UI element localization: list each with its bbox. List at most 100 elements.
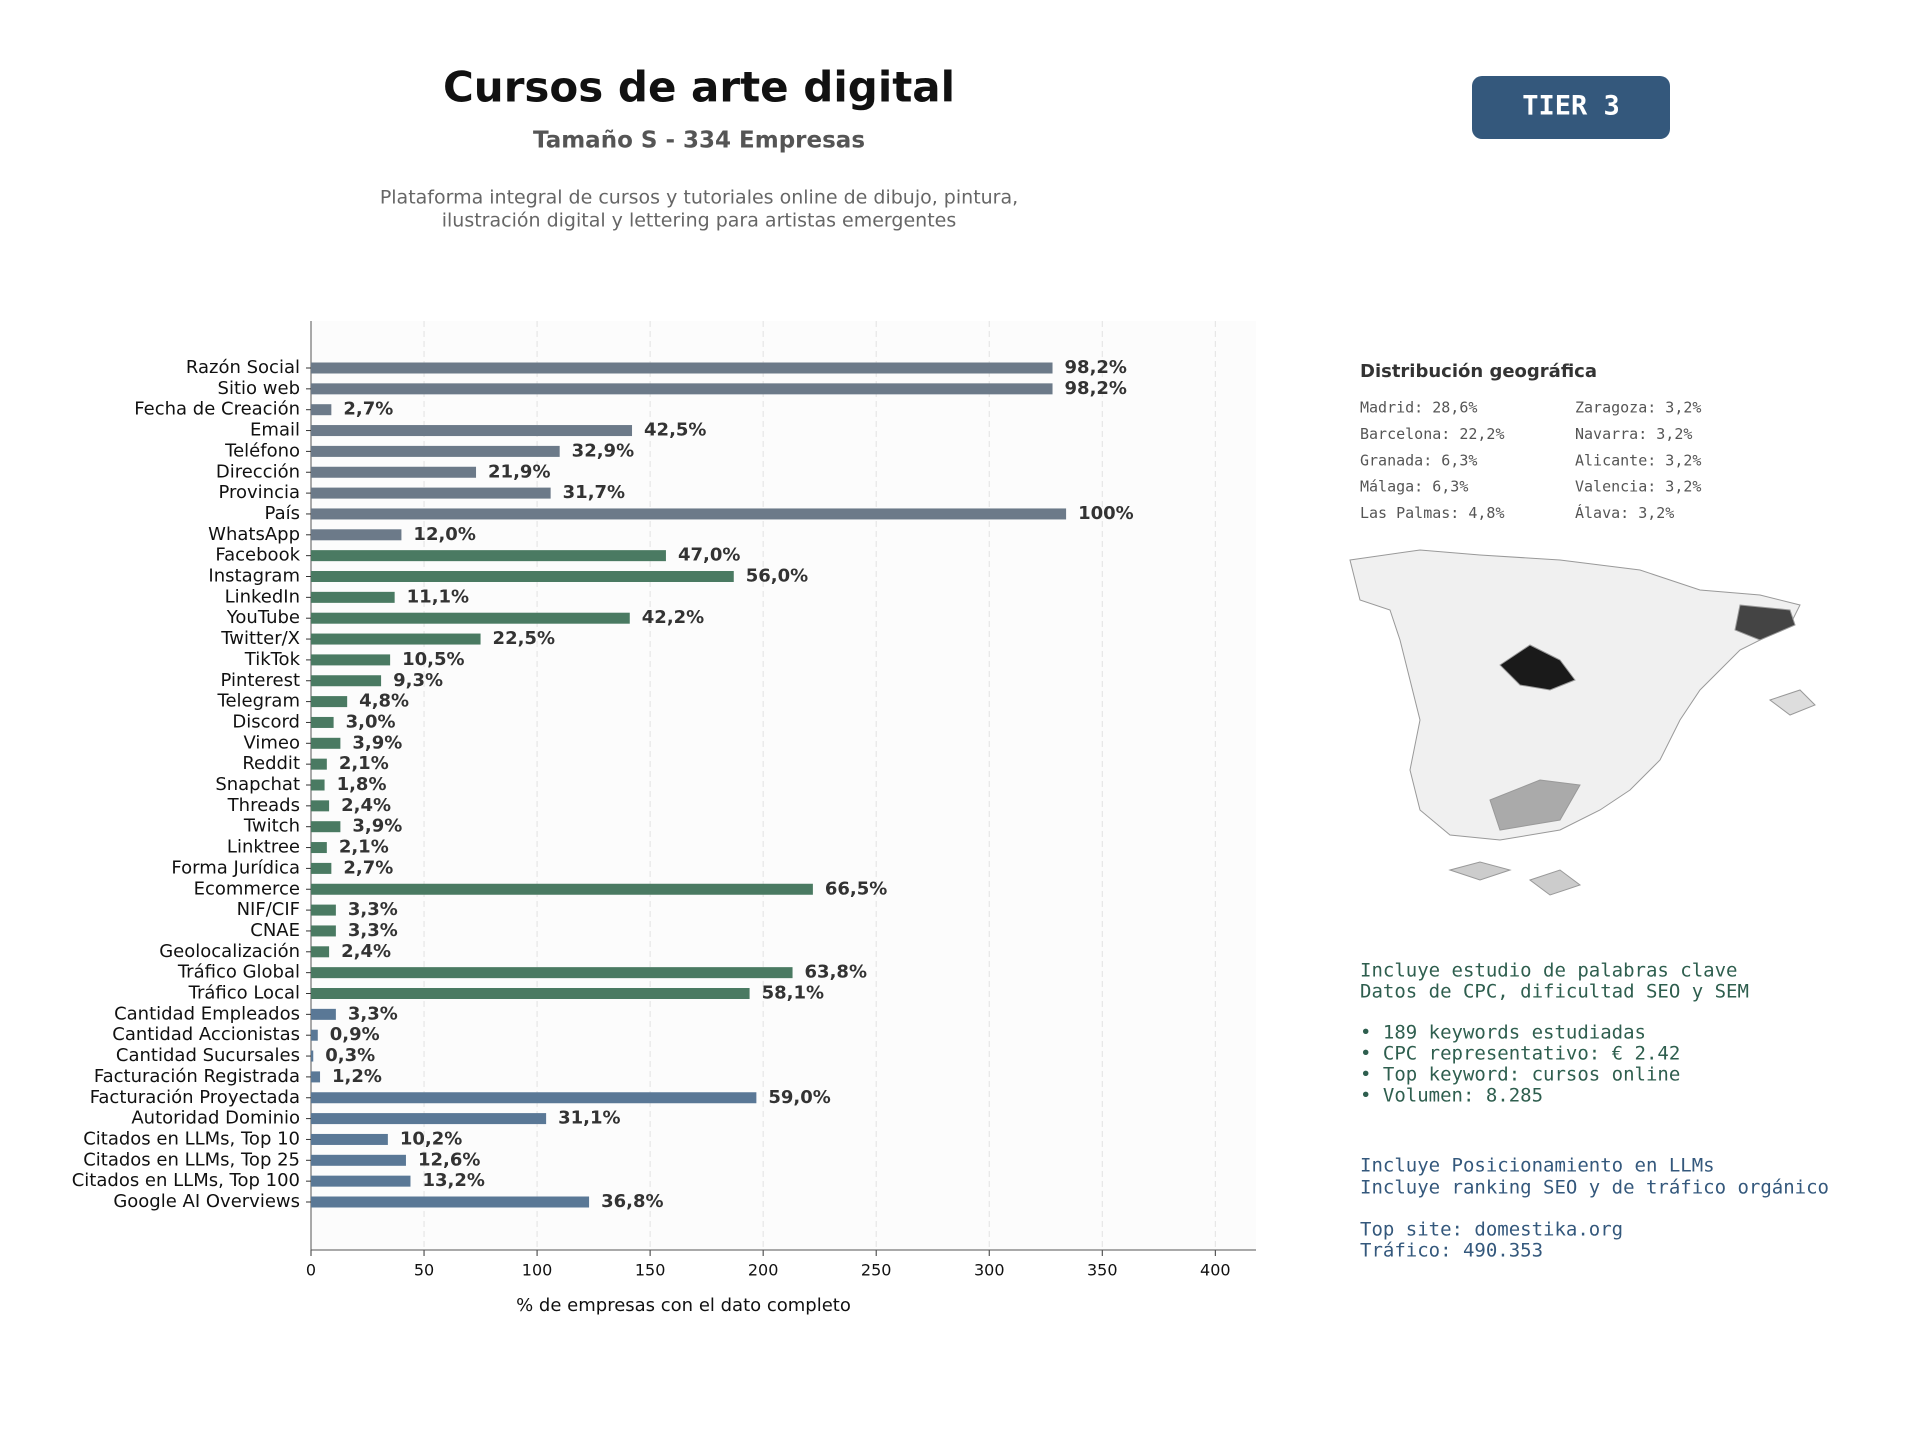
y-tick-label: Google AI Overviews — [113, 1191, 300, 1212]
description: ilustración digital y lettering para art… — [442, 210, 957, 232]
y-tick-label: Forma Jurídica — [171, 857, 300, 878]
geo-item: Barcelona: 22,2% — [1360, 425, 1505, 443]
bar — [311, 529, 402, 541]
value-label: 13,2% — [422, 1170, 484, 1191]
geo-item: Valencia: 3,2% — [1575, 478, 1701, 496]
y-tick-label: Tráfico Global — [177, 962, 300, 983]
value-label: 31,1% — [558, 1108, 620, 1129]
value-label: 9,3% — [393, 670, 443, 691]
bar — [311, 1008, 336, 1020]
y-tick-label: Sitio web — [218, 378, 300, 399]
y-tick-label: Linktree — [227, 837, 300, 858]
bar — [311, 779, 325, 791]
value-label: 98,2% — [1065, 357, 1127, 378]
value-label: 3,3% — [348, 1003, 398, 1024]
note-seo: • Volumen: 8.285 — [1360, 1085, 1543, 1107]
map-barcelona — [1734, 604, 1796, 641]
y-tick-label: CNAE — [250, 920, 300, 941]
bar — [311, 404, 332, 416]
note-llm: Tráfico: 490.353 — [1360, 1240, 1543, 1262]
geo-item: Álava: 3,2% — [1575, 503, 1674, 522]
geo-item: Zaragoza: 3,2% — [1575, 399, 1701, 417]
y-tick-label: Email — [250, 420, 300, 441]
bar — [311, 487, 551, 499]
x-tick-label: 250 — [861, 1261, 892, 1280]
geo-item: Alicante: 3,2% — [1575, 451, 1701, 469]
value-label: 98,2% — [1065, 378, 1127, 399]
value-label: 4,8% — [359, 691, 409, 712]
bar — [311, 883, 813, 895]
bar — [311, 362, 1053, 374]
value-label: 31,7% — [563, 482, 625, 503]
y-tick-label: Cantidad Empleados — [114, 1003, 300, 1024]
geo-item: Las Palmas: 4,8% — [1360, 504, 1505, 522]
value-label: 59,0% — [768, 1087, 830, 1108]
map-baleares — [1768, 689, 1816, 716]
y-tick-label: Teléfono — [224, 440, 300, 461]
note-seo: Incluye estudio de palabras clave — [1360, 960, 1738, 982]
y-tick-label: Fecha de Creación — [134, 399, 300, 420]
y-tick-label: Citados en LLMs, Top 25 — [83, 1149, 300, 1170]
y-tick-label: Snapchat — [215, 774, 300, 795]
y-tick-label: Citados en LLMs, Top 100 — [72, 1170, 300, 1191]
y-tick-label: Vimeo — [243, 732, 300, 753]
note-seo: Datos de CPC, dificultad SEO y SEM — [1360, 981, 1749, 1003]
bar — [311, 383, 1053, 395]
bar — [311, 1175, 411, 1187]
note-llm: Incluye ranking SEO y de tráfico orgánic… — [1360, 1177, 1829, 1199]
value-label: 56,0% — [746, 566, 808, 587]
value-label: 22,5% — [493, 628, 555, 649]
value-label: 47,0% — [678, 545, 740, 566]
value-label: 2,4% — [341, 941, 391, 962]
value-label: 21,9% — [488, 461, 550, 482]
value-label: 2,1% — [339, 837, 389, 858]
y-tick-label: Cantidad Accionistas — [112, 1024, 300, 1045]
map-madrid — [1499, 644, 1576, 691]
y-tick-label: Twitter/X — [220, 628, 300, 649]
bar — [311, 946, 330, 958]
x-tick-label: 50 — [414, 1261, 434, 1280]
x-tick-label: 300 — [974, 1261, 1005, 1280]
value-label: 2,4% — [341, 795, 391, 816]
map-canarias — [1448, 861, 1582, 896]
x-tick-label: 150 — [635, 1261, 666, 1280]
note-llm: Incluye Posicionamiento en LLMs — [1360, 1155, 1715, 1177]
y-tick-label: Citados en LLMs, Top 10 — [83, 1128, 300, 1149]
plot-bg — [311, 321, 1256, 1250]
bar — [311, 1154, 406, 1166]
y-tick-label: Tráfico Local — [188, 983, 300, 1004]
y-tick-label: Pinterest — [220, 670, 300, 691]
y-tick-label: YouTube — [226, 607, 300, 628]
value-label: 10,5% — [402, 649, 464, 670]
value-label: 42,5% — [644, 420, 706, 441]
description: Plataforma integral de cursos y tutorial… — [380, 187, 1018, 209]
y-tick-label: TikTok — [244, 649, 301, 670]
bar — [311, 758, 327, 770]
value-label: 2,7% — [343, 399, 393, 420]
x-axis-label: % de empresas con el dato completo — [516, 1295, 851, 1316]
bar — [311, 737, 341, 749]
y-tick-label: LinkedIn — [225, 586, 300, 607]
y-tick-label: WhatsApp — [208, 524, 300, 545]
bar — [311, 633, 481, 645]
bar — [311, 466, 477, 478]
value-label: 10,2% — [400, 1128, 462, 1149]
bar — [311, 800, 330, 812]
y-tick-label: Geolocalización — [159, 941, 300, 962]
value-label: 63,8% — [805, 962, 867, 983]
value-label: 3,3% — [348, 899, 398, 920]
y-tick-label: Twitch — [243, 816, 300, 837]
bar — [311, 675, 382, 687]
value-label: 1,8% — [337, 774, 387, 795]
y-tick-label: Dirección — [216, 461, 300, 482]
x-tick-label: 0 — [306, 1261, 316, 1280]
y-tick-label: Reddit — [242, 753, 300, 774]
value-label: 3,3% — [348, 920, 398, 941]
value-label: 42,2% — [642, 607, 704, 628]
value-label: 66,5% — [825, 878, 887, 899]
bar — [311, 1050, 314, 1062]
value-label: 32,9% — [572, 440, 634, 461]
map — [1349, 549, 1816, 896]
value-label: 3,9% — [352, 732, 402, 753]
